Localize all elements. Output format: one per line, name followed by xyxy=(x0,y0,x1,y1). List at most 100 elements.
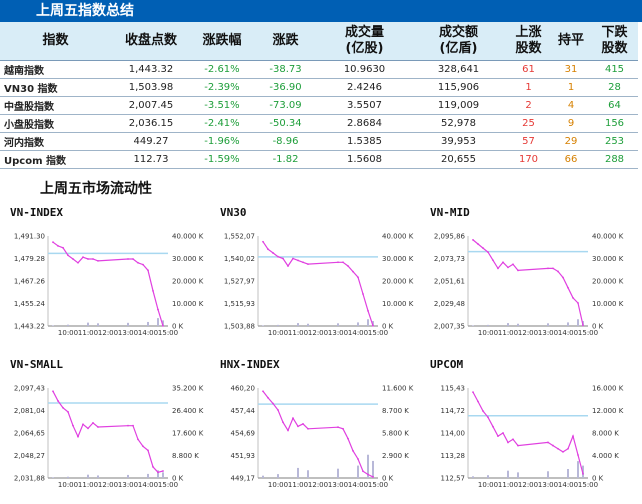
price-point xyxy=(497,435,499,438)
price-point xyxy=(82,423,84,426)
volume-bar xyxy=(162,472,164,478)
price-point xyxy=(142,445,144,448)
y-right-tick-label: 8.800 K xyxy=(172,452,199,460)
price-point xyxy=(367,473,369,476)
y-right-tick-label: 5.800 K xyxy=(382,430,409,438)
chart-vn-mid: VN-MID 2,095,86 2,073,73 2,051,61 2,029,48 2,… xyxy=(428,206,636,346)
cell-pct: -2.61% xyxy=(191,60,253,79)
price-point xyxy=(52,241,54,244)
volume-bar xyxy=(157,470,159,478)
price-point xyxy=(552,444,554,447)
chart-title: HNX-INDEX xyxy=(220,358,280,371)
price-line xyxy=(472,391,584,475)
y-tick-label: 2,081,04 xyxy=(14,407,46,415)
summary-title: 上周五指数总结 xyxy=(36,3,134,19)
volume-bar xyxy=(372,460,374,478)
price-point xyxy=(572,296,574,299)
y-right-tick-label: 8.700 K xyxy=(382,407,409,415)
col-header-index: 指数 xyxy=(0,22,111,61)
price-line xyxy=(472,239,584,326)
y-right-tick-label: 0 K xyxy=(172,475,184,483)
cell-value: 20,655 xyxy=(411,150,506,169)
volume-bar xyxy=(507,323,509,326)
cell-pct: -1.59% xyxy=(191,150,253,169)
cell-down: 64 xyxy=(591,96,638,115)
price-point xyxy=(262,240,264,243)
volume-bar xyxy=(547,323,549,326)
cell-chg: -73.09 xyxy=(253,96,318,115)
price-point xyxy=(557,447,559,450)
y-tick-label: 2,031,88 xyxy=(14,475,45,483)
cell-up: 25 xyxy=(506,114,551,133)
cell-chg: -8.96 xyxy=(253,132,318,151)
cell-pct: -3.51% xyxy=(191,96,253,115)
price-point xyxy=(292,417,294,420)
chart-title: VN-MID xyxy=(430,206,470,219)
price-point xyxy=(477,243,479,245)
price-point xyxy=(92,422,94,424)
cell-flat: 31 xyxy=(551,60,591,79)
chart-title: UPCOM xyxy=(430,358,464,371)
cell-down: 156 xyxy=(591,114,638,133)
cell-volume: 3.5507 xyxy=(318,96,411,115)
y-tick-label: 1,527,97 xyxy=(224,278,255,286)
price-point xyxy=(502,432,504,434)
x-tick-label: 14:00 xyxy=(558,481,578,489)
cell-close: 2,036.15 xyxy=(111,114,191,133)
y-tick-label: 2,029,48 xyxy=(434,300,465,308)
y-tick-label: 460,20 xyxy=(231,385,256,393)
volume-bar xyxy=(337,323,339,326)
volume-bar xyxy=(337,468,339,478)
x-tick-label: 14:00 xyxy=(348,329,368,337)
price-point xyxy=(497,267,499,270)
y-tick-label: 113,28 xyxy=(441,452,466,460)
x-tick-label: 10:00 xyxy=(478,481,498,489)
volume-bar xyxy=(577,319,579,326)
table-row: VN30 指数 1,503.98 -2.39% -36.90 2.4246 115,906… xyxy=(0,78,638,97)
volume-bar xyxy=(87,322,89,326)
price-point xyxy=(307,263,309,266)
x-tick-label: 15:00 xyxy=(158,329,178,337)
price-point xyxy=(572,435,574,438)
price-point xyxy=(342,261,344,264)
y-right-tick-label: 0 K xyxy=(382,475,394,483)
price-point xyxy=(97,259,99,262)
cell-chg: -1.82 xyxy=(253,150,318,169)
price-point xyxy=(512,438,514,441)
table-header-row: 指数 收盘点数 涨跌幅 涨跌 成交量 (亿股) 成交额 (亿盾) 上涨 股数 持… xyxy=(0,22,638,61)
y-right-tick-label: 26.400 K xyxy=(172,407,204,415)
y-right-tick-label: 20.000 K xyxy=(382,278,414,286)
volume-bar xyxy=(157,318,159,326)
price-point xyxy=(127,258,129,260)
price-point xyxy=(62,406,64,409)
price-point xyxy=(507,441,509,444)
cell-value: 119,009 xyxy=(411,96,506,115)
price-point xyxy=(137,438,139,441)
y-right-tick-label: 35.200 K xyxy=(172,385,204,393)
price-point xyxy=(132,258,134,260)
cell-up: 1 xyxy=(506,78,551,97)
volume-bar xyxy=(487,475,489,478)
chart-upcom: UPCOM 115,43 114,72 114,00 113,28 112,57 16.00… xyxy=(428,358,636,498)
x-tick-label: 11:00 xyxy=(78,329,98,337)
y-tick-label: 1,443.22 xyxy=(14,323,45,331)
y-right-tick-label: 0 K xyxy=(592,323,604,331)
x-tick-label: 13:00 xyxy=(118,329,138,337)
chart-svg: 460,20 457,44 454,69 451,93 449,17 11.600 K 8.… xyxy=(231,385,414,490)
y-right-tick-label: 10.000 K xyxy=(382,300,414,308)
volume-bar xyxy=(472,325,474,326)
y-tick-label: 1,467.26 xyxy=(14,278,46,286)
price-point xyxy=(552,267,554,270)
chart-svg: 2,097,43 2,081,04 2,064,65 2,048,27 2,031,88… xyxy=(14,385,204,490)
volume-bar xyxy=(277,474,279,478)
cell-up: 2 xyxy=(506,96,551,115)
y-tick-label: 449,17 xyxy=(231,475,256,483)
volume-bar xyxy=(147,473,149,478)
price-point xyxy=(372,324,374,327)
x-tick-label: 14:00 xyxy=(138,329,158,337)
volume-bar xyxy=(97,323,99,326)
cell-volume: 2.4246 xyxy=(318,78,411,97)
volume-bar xyxy=(277,324,279,326)
x-tick-label: 12:00 xyxy=(98,481,118,489)
volume-bar xyxy=(262,475,264,478)
